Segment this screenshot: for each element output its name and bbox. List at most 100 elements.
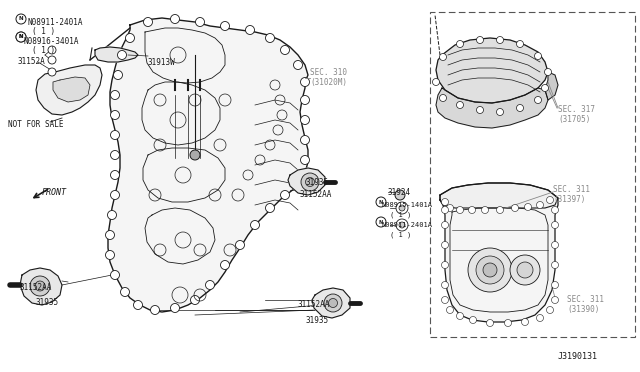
Circle shape (125, 33, 134, 42)
Circle shape (477, 36, 483, 44)
Text: 31152AA: 31152AA (300, 190, 332, 199)
Circle shape (48, 46, 56, 54)
Text: N: N (19, 35, 23, 39)
Circle shape (396, 219, 408, 231)
Circle shape (16, 14, 26, 24)
Circle shape (476, 256, 504, 284)
Circle shape (552, 282, 559, 289)
Circle shape (456, 41, 463, 48)
Circle shape (468, 206, 476, 214)
Circle shape (280, 45, 289, 55)
Text: N08916-3401A: N08916-3401A (24, 37, 79, 46)
Circle shape (456, 206, 463, 214)
Polygon shape (108, 18, 308, 312)
Circle shape (113, 71, 122, 80)
Circle shape (468, 248, 512, 292)
Circle shape (536, 202, 543, 208)
Circle shape (190, 150, 200, 160)
Text: N08911-2401A: N08911-2401A (28, 18, 83, 27)
Circle shape (111, 110, 120, 119)
Circle shape (442, 296, 449, 304)
Circle shape (16, 32, 26, 42)
Circle shape (111, 90, 120, 99)
Bar (430, 12, 635, 337)
Circle shape (497, 36, 504, 44)
Circle shape (497, 206, 504, 214)
Circle shape (48, 56, 56, 64)
Polygon shape (440, 183, 558, 322)
Circle shape (541, 84, 548, 92)
Text: N08911-2401A: N08911-2401A (382, 222, 433, 228)
Circle shape (447, 205, 454, 212)
Circle shape (48, 68, 56, 76)
Text: N: N (379, 219, 383, 224)
Circle shape (111, 270, 120, 279)
Circle shape (266, 33, 275, 42)
Circle shape (396, 202, 408, 214)
Circle shape (481, 206, 488, 214)
Circle shape (266, 203, 275, 212)
Circle shape (35, 281, 45, 291)
Circle shape (324, 294, 342, 312)
Polygon shape (36, 65, 102, 115)
Circle shape (442, 262, 449, 269)
Circle shape (534, 52, 541, 60)
Text: ( 1 ): ( 1 ) (390, 211, 412, 218)
Circle shape (552, 206, 559, 214)
Circle shape (301, 155, 310, 164)
Text: NOT FOR SALE: NOT FOR SALE (8, 120, 63, 129)
Circle shape (118, 51, 127, 60)
Circle shape (511, 205, 518, 212)
Text: N08915-1401A: N08915-1401A (382, 202, 433, 208)
Text: ( 1 ): ( 1 ) (32, 46, 55, 55)
Text: N: N (19, 16, 23, 22)
Text: 31152AA: 31152AA (298, 300, 330, 309)
Circle shape (106, 231, 115, 240)
Text: 31913W: 31913W (148, 58, 176, 67)
Circle shape (205, 280, 214, 289)
Circle shape (440, 94, 447, 102)
Circle shape (477, 106, 483, 113)
Circle shape (442, 241, 449, 248)
Circle shape (301, 173, 319, 191)
Text: 31924: 31924 (388, 188, 411, 197)
Circle shape (456, 312, 463, 320)
Circle shape (447, 307, 454, 314)
Circle shape (111, 131, 120, 140)
Circle shape (305, 177, 314, 186)
Circle shape (399, 205, 405, 211)
Text: (31705): (31705) (558, 115, 590, 124)
Circle shape (517, 262, 533, 278)
Circle shape (483, 263, 497, 277)
Text: 31152AA: 31152AA (20, 283, 52, 292)
Circle shape (301, 77, 310, 87)
Text: SEC. 310: SEC. 310 (310, 68, 347, 77)
Circle shape (111, 190, 120, 199)
Circle shape (552, 262, 559, 269)
Circle shape (170, 15, 179, 23)
Circle shape (504, 320, 511, 327)
Polygon shape (95, 47, 138, 62)
Text: (31397): (31397) (553, 195, 586, 204)
Circle shape (536, 314, 543, 321)
Circle shape (376, 217, 386, 227)
Circle shape (552, 241, 559, 248)
Text: 31152A: 31152A (18, 57, 45, 66)
Circle shape (108, 211, 116, 219)
Text: 31935: 31935 (305, 316, 328, 325)
Circle shape (547, 307, 554, 314)
Circle shape (525, 203, 531, 211)
Circle shape (120, 288, 129, 296)
Circle shape (150, 305, 159, 314)
Circle shape (294, 61, 303, 70)
Circle shape (16, 32, 26, 42)
Circle shape (143, 17, 152, 26)
Circle shape (442, 221, 449, 228)
Circle shape (510, 255, 540, 285)
Circle shape (552, 221, 559, 228)
Circle shape (376, 197, 386, 207)
Text: N: N (379, 199, 383, 205)
Circle shape (195, 17, 205, 26)
Circle shape (170, 304, 179, 312)
Circle shape (497, 109, 504, 115)
